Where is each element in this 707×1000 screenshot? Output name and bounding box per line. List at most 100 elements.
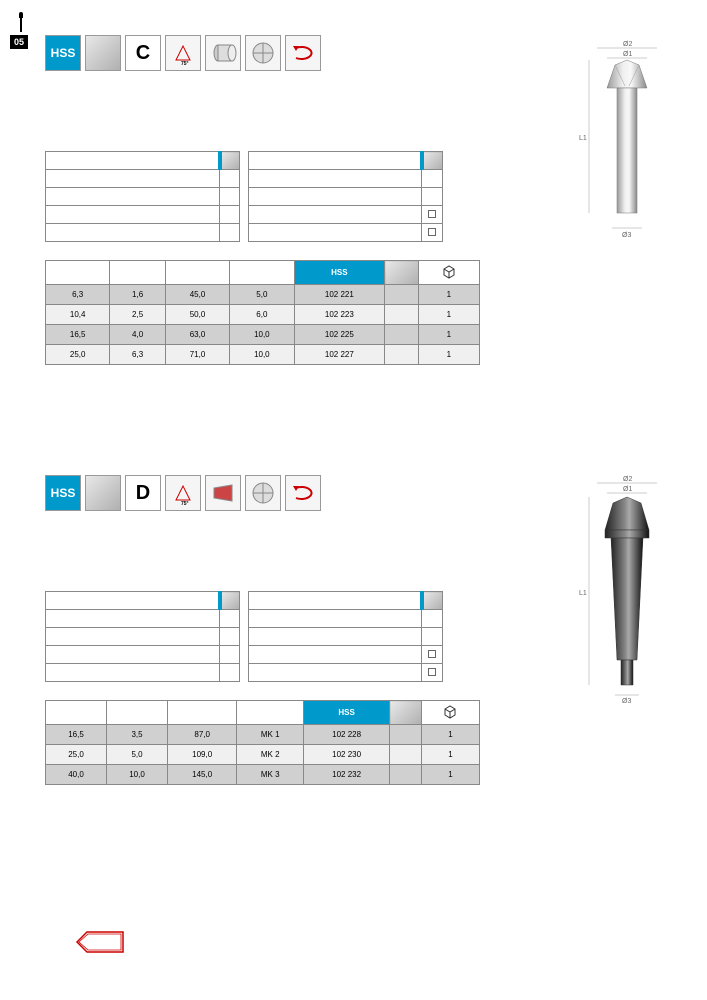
cell: 25,0 — [46, 345, 110, 365]
svg-text:Ø3: Ø3 — [622, 232, 631, 239]
cell: 87,0 — [168, 725, 237, 745]
tool-silhouette-icon — [14, 12, 28, 32]
spec-cell — [220, 206, 240, 224]
taper-icon — [205, 475, 241, 511]
cell: 10,4 — [46, 305, 110, 325]
spec-table-right-c — [248, 151, 443, 242]
spec-icon-cell — [422, 152, 443, 170]
spec-icon-cell — [220, 592, 240, 610]
cell: 109,0 — [168, 745, 237, 765]
spec-cell — [249, 170, 422, 188]
cell — [385, 345, 419, 365]
cell: 25,0 — [46, 745, 107, 765]
package-icon — [442, 265, 456, 279]
cell: 6,3 — [110, 345, 166, 365]
col-header — [168, 701, 237, 725]
spec-cell — [220, 224, 240, 242]
spec-cell — [249, 610, 422, 628]
flute-icon — [245, 475, 281, 511]
cell: 5,0 — [230, 285, 294, 305]
spec-cell — [249, 628, 422, 646]
cell: 1 — [421, 765, 479, 785]
spec-header — [249, 592, 422, 610]
cell — [390, 745, 422, 765]
cell: 102 230 — [304, 745, 390, 765]
form-letter-badge: D — [125, 475, 161, 511]
spec-header — [46, 592, 220, 610]
cell: 10,0 — [230, 325, 294, 345]
spec-cell — [249, 646, 422, 664]
svg-text:L1: L1 — [579, 135, 587, 142]
spec-cell — [46, 664, 220, 682]
hss-badge: HSS — [45, 475, 81, 511]
tool-diagram-d: Ø2 Ø1 L1 Ø3 — [567, 475, 687, 705]
spec-cell — [220, 664, 240, 682]
spec-icon-cell — [220, 152, 240, 170]
cell: 5,0 — [107, 745, 168, 765]
spec-cell — [220, 188, 240, 206]
table-row: 25,0 6,3 71,0 10,0 102 227 1 — [46, 345, 480, 365]
angle-icon: 75° — [165, 475, 201, 511]
cell: 1 — [418, 325, 479, 345]
svg-text:Ø1: Ø1 — [623, 486, 632, 493]
cell: 1 — [418, 345, 479, 365]
spec-table-left-c — [45, 151, 240, 242]
hss-badge: HSS — [45, 35, 81, 71]
spec-cell — [46, 206, 220, 224]
spec-check — [422, 224, 443, 242]
material-badge — [85, 475, 121, 511]
table-row: 6,3 1,6 45,0 5,0 102 221 1 — [46, 285, 480, 305]
col-header-hss: HSS — [304, 701, 390, 725]
col-header — [46, 261, 110, 285]
col-header-metal — [390, 701, 422, 725]
spec-table-right-d — [248, 591, 443, 682]
cell: MK 1 — [237, 725, 304, 745]
spec-cell — [220, 610, 240, 628]
cell: 16,5 — [46, 325, 110, 345]
cell: 102 225 — [294, 325, 385, 345]
cell: 1 — [421, 725, 479, 745]
package-icon — [443, 705, 457, 719]
page-number: 05 — [10, 35, 28, 49]
col-header — [107, 701, 168, 725]
form-letter-badge: C — [125, 35, 161, 71]
cell: 6,3 — [46, 285, 110, 305]
spec-table-left-d — [45, 591, 240, 682]
spec-check — [422, 646, 443, 664]
svg-text:75°: 75° — [181, 501, 189, 507]
spec-cell — [249, 224, 422, 242]
cell — [385, 285, 419, 305]
cell: 16,5 — [46, 725, 107, 745]
cell: 1,6 — [110, 285, 166, 305]
cell: 102 223 — [294, 305, 385, 325]
spec-cell — [46, 170, 220, 188]
spec-cell — [46, 610, 220, 628]
data-table-c: HSS 6,3 1,6 45,0 5,0 102 221 1 10,4 2,5 … — [45, 260, 480, 365]
cell: 3,5 — [107, 725, 168, 745]
svg-text:Ø2: Ø2 — [623, 476, 632, 483]
cell: 63,0 — [165, 325, 229, 345]
spec-cell — [220, 628, 240, 646]
cell: 4,0 — [110, 325, 166, 345]
brand-logo — [75, 930, 125, 955]
cell: 145,0 — [168, 765, 237, 785]
cell: 102 221 — [294, 285, 385, 305]
cell — [390, 765, 422, 785]
spec-cell — [46, 188, 220, 206]
spec-cell — [46, 628, 220, 646]
cell: MK 2 — [237, 745, 304, 765]
col-header-hss: HSS — [294, 261, 385, 285]
cell: 45,0 — [165, 285, 229, 305]
spec-check — [422, 170, 443, 188]
cell — [385, 325, 419, 345]
spec-check — [422, 664, 443, 682]
cell — [390, 725, 422, 745]
svg-text:Ø2: Ø2 — [623, 41, 632, 48]
col-header — [230, 261, 294, 285]
spec-cell — [249, 664, 422, 682]
cell: 1 — [421, 745, 479, 765]
cell: 102 228 — [304, 725, 390, 745]
tool-diagram-c: Ø2 Ø1 L1 Ø3 — [567, 40, 687, 240]
spec-header — [249, 152, 422, 170]
rotation-icon — [285, 35, 321, 71]
